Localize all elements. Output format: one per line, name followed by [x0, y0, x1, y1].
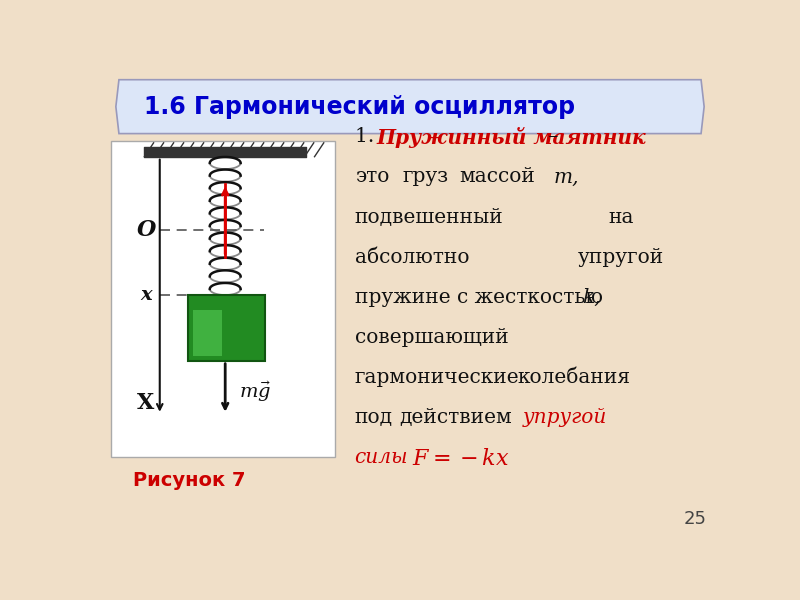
- Text: Пружинный маятник: Пружинный маятник: [376, 127, 646, 148]
- Text: Рисунок 7: Рисунок 7: [133, 470, 246, 490]
- Text: X: X: [138, 392, 154, 414]
- Text: упругой: упругой: [578, 248, 664, 266]
- FancyBboxPatch shape: [188, 295, 266, 361]
- Text: под: под: [354, 408, 393, 427]
- Text: 1.: 1.: [354, 127, 380, 146]
- Text: 1.6 Гармонический осциллятор: 1.6 Гармонический осциллятор: [144, 95, 575, 119]
- Text: $m\vec{g}$: $m\vec{g}$: [239, 379, 271, 404]
- Text: m,: m,: [554, 167, 578, 187]
- Text: O: O: [137, 219, 156, 241]
- Text: груз: груз: [402, 167, 449, 187]
- Text: $F = -kx$: $F = -kx$: [412, 448, 510, 469]
- Text: действием: действием: [399, 408, 512, 427]
- Text: это: это: [354, 167, 389, 187]
- FancyBboxPatch shape: [193, 310, 222, 356]
- Text: упругой: упругой: [522, 408, 606, 427]
- Text: 25: 25: [683, 509, 706, 527]
- FancyBboxPatch shape: [111, 141, 334, 457]
- Text: k,: k,: [582, 287, 601, 307]
- Text: подвешенный: подвешенный: [354, 208, 503, 227]
- Text: совершающий: совершающий: [354, 328, 508, 347]
- Text: –: –: [542, 127, 558, 146]
- Text: силы: силы: [354, 448, 408, 467]
- Text: колебания: колебания: [518, 368, 630, 386]
- Polygon shape: [116, 80, 704, 134]
- Text: x: x: [140, 286, 152, 304]
- Text: на: на: [609, 208, 634, 227]
- Text: гармонические: гармонические: [354, 368, 519, 386]
- Text: пружине с жесткостью: пружине с жесткостью: [354, 287, 602, 307]
- Text: абсолютно: абсолютно: [354, 248, 469, 266]
- Text: массой: массой: [459, 167, 535, 187]
